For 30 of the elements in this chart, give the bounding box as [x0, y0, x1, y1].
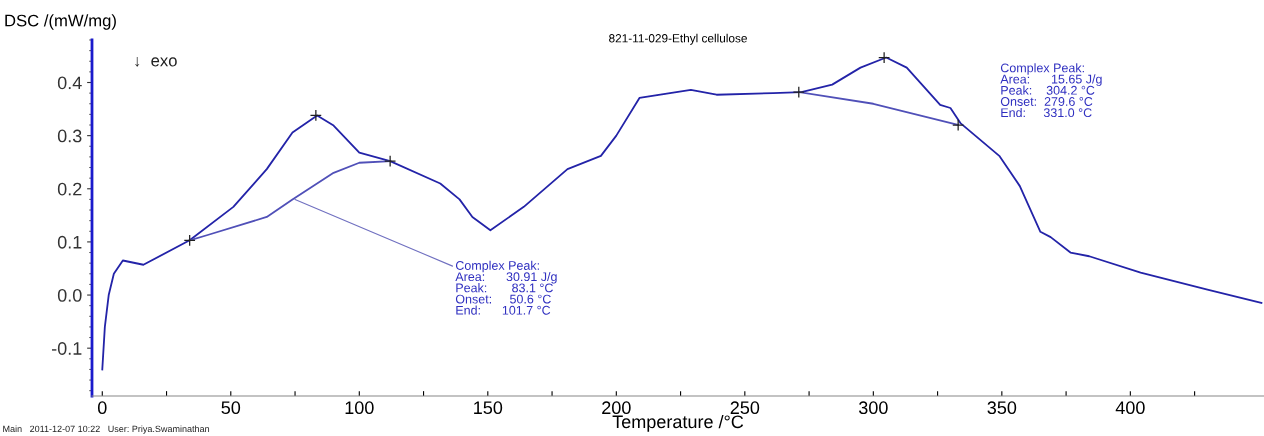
annotation: ↓ exo [135, 56, 177, 67]
y-tick-label: 0.1 [57, 235, 82, 249]
point [384, 155, 397, 168]
y-tick-label: 0.0 [57, 288, 82, 302]
line-series [188, 160, 392, 242]
x-tick-label: 150 [474, 401, 503, 415]
y-tick-label: 0.2 [57, 182, 82, 196]
y-tick-label: -0.1 [51, 342, 82, 355]
y-tick-label: 0.3 [57, 129, 82, 143]
text: Main 2011-12-07 10:22 User: Priya.Swaminathan [3, 425, 210, 434]
x-tick-label: 50 [221, 401, 241, 415]
line-series [101, 56, 1263, 371]
x-tick-label: 100 [345, 401, 374, 415]
point [952, 119, 965, 132]
y-axis-title: DSC /(mW/mg) [5, 14, 116, 30]
x-tick-label: 400 [1115, 401, 1145, 415]
x-tick-label: 250 [730, 401, 760, 415]
annotation: Complex Peak: Area: 15.65 J/g Peak: 304.2 °C Onset: 279.6 °C End: 331.0 °C [1000, 63, 1102, 118]
point [878, 51, 891, 64]
chart-title: 821-11-029-Ethyl cellulose [609, 33, 747, 45]
point [792, 86, 805, 99]
annotation: Complex Peak: Area: 30.91 J/g Peak: 83.1 °C Onset: 50.6 °C End: 101.7 °C [455, 260, 557, 315]
x-tick-label: 300 [858, 401, 888, 415]
x-tick-label: 350 [987, 401, 1017, 415]
point [309, 109, 322, 122]
x-tick-label: 0 [97, 401, 107, 415]
x-axis-title: Temperature /°C [612, 414, 744, 432]
y-tick-label: 0.4 [57, 76, 82, 90]
x-tick-label: 200 [602, 401, 631, 415]
point [183, 234, 196, 247]
